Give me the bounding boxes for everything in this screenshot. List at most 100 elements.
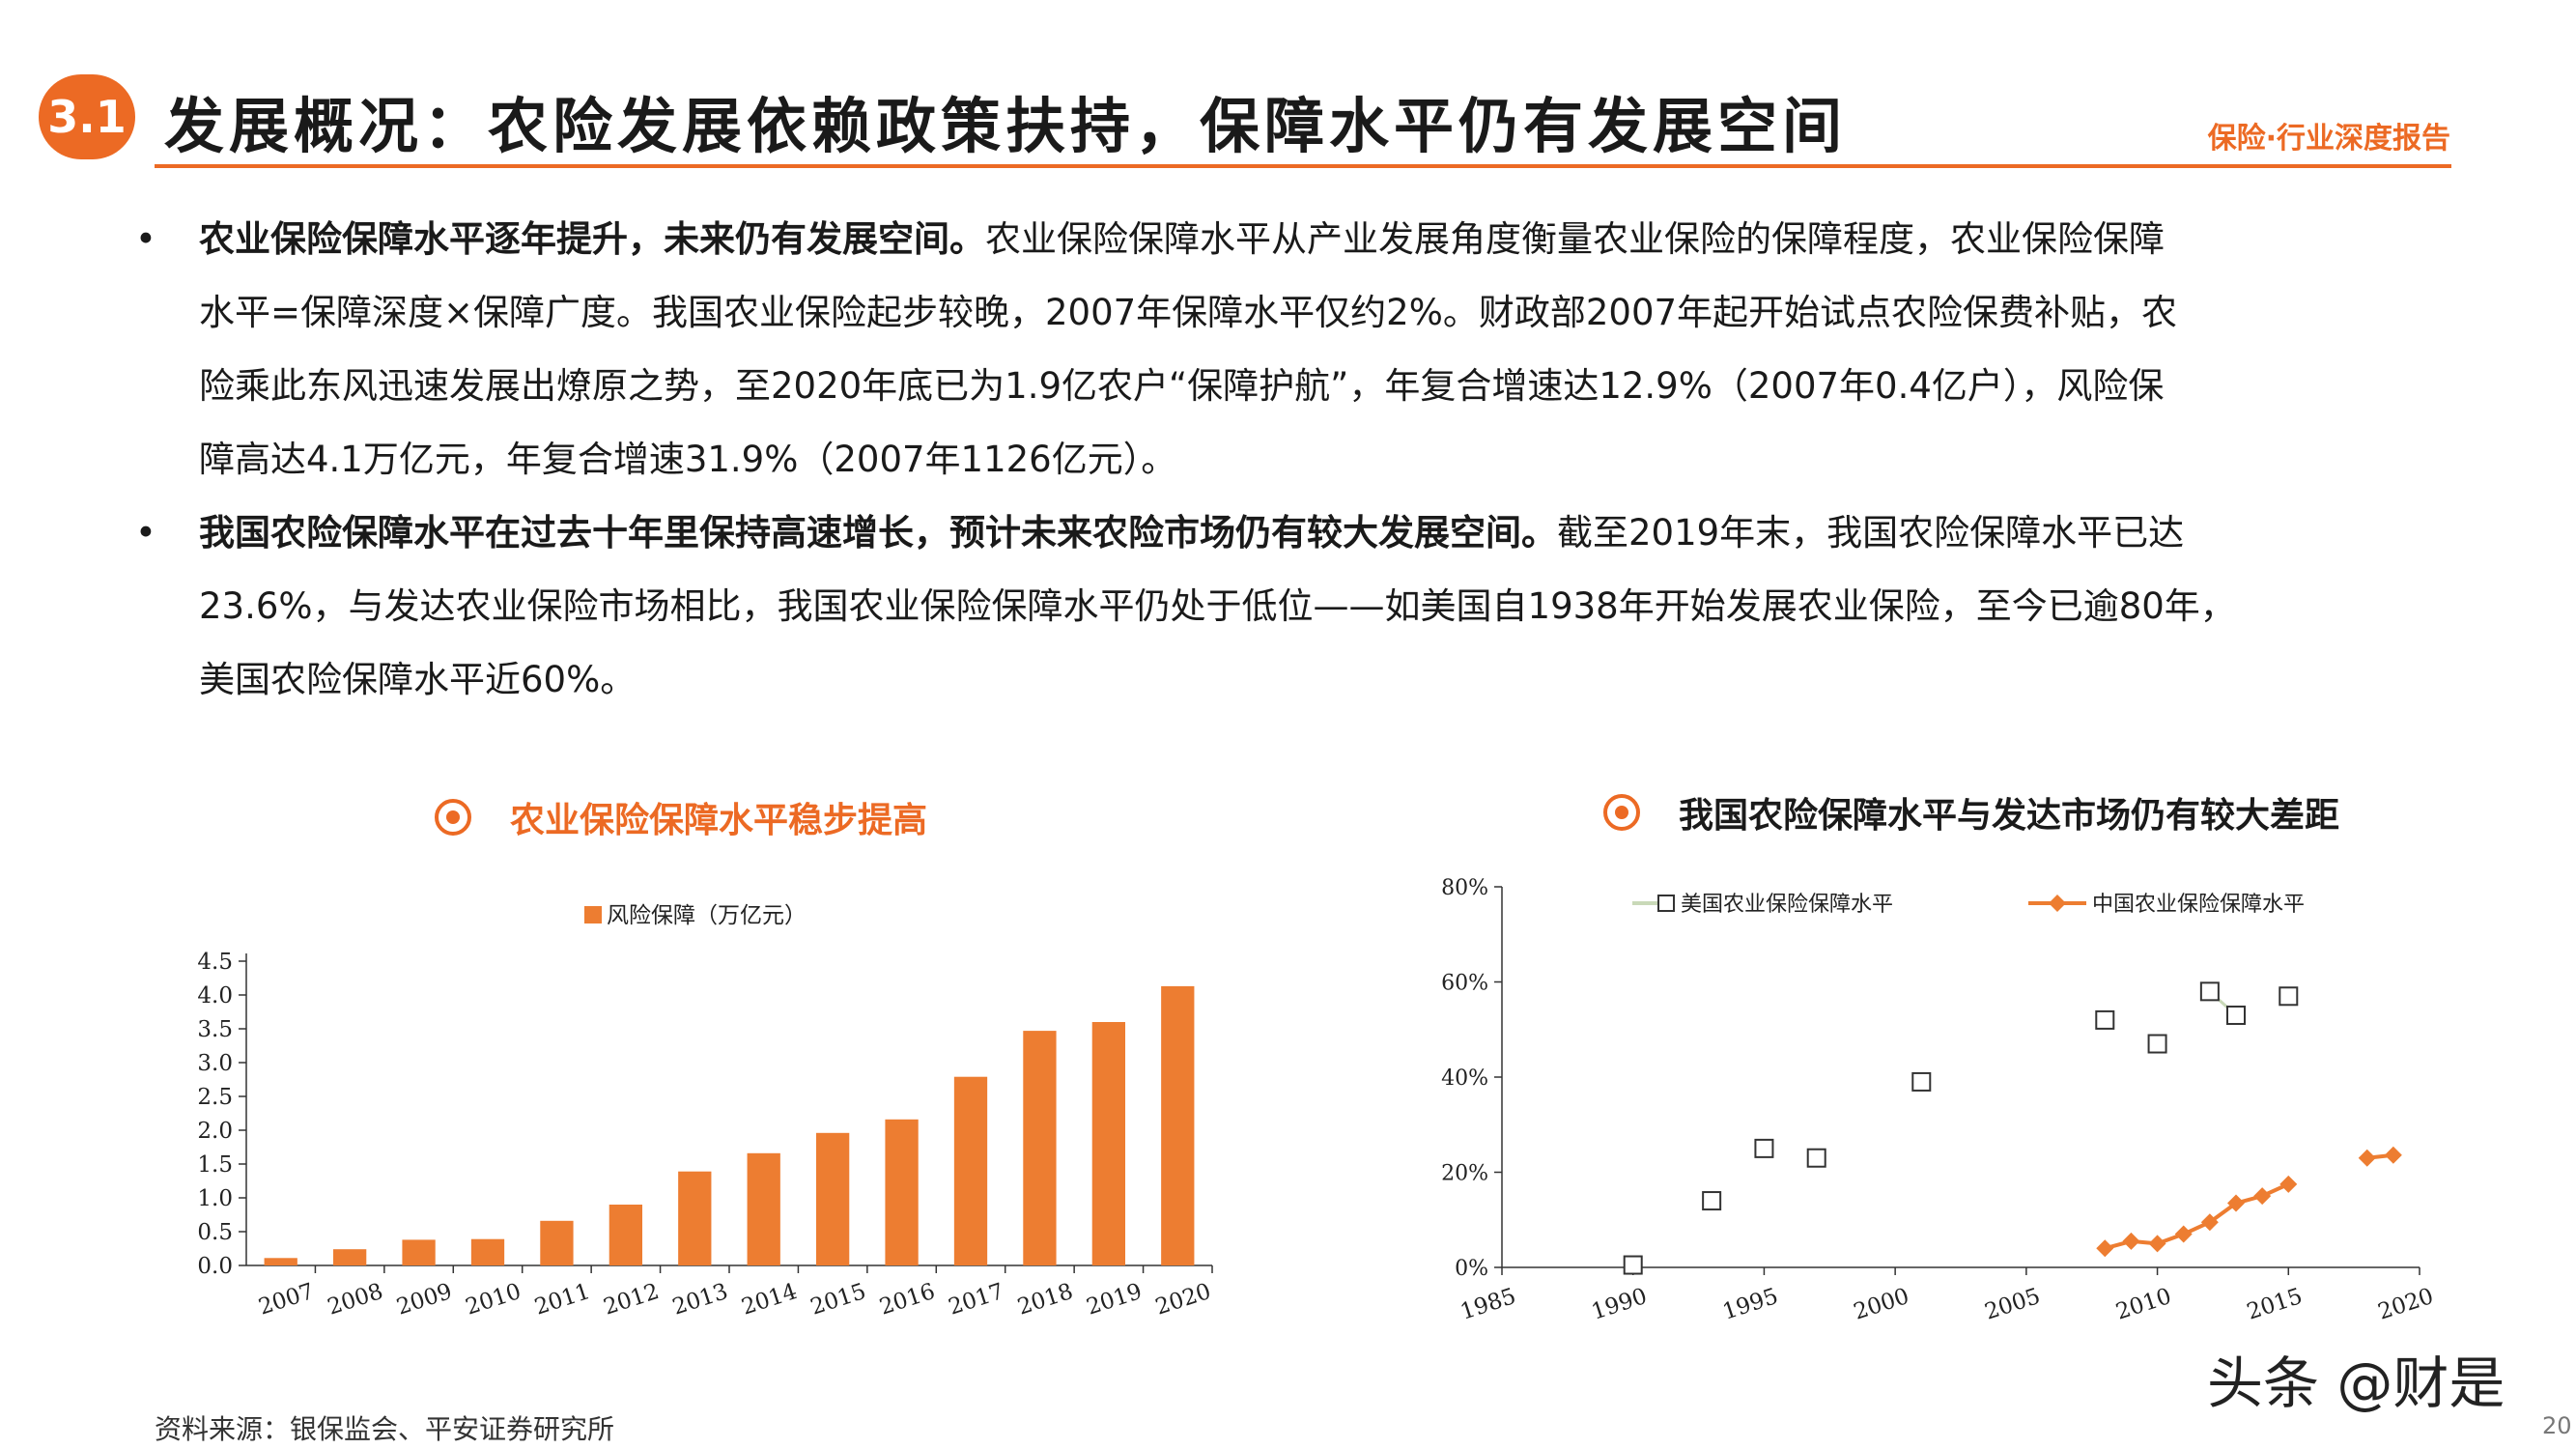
x-tick-label: 2013 [669, 1279, 731, 1321]
bullet-text: 农业保险保障水平从产业发展角度衡量农业保险的保障程度，农业保险保障 [985, 218, 2165, 260]
y-tick-label: 2.0 [197, 1119, 233, 1144]
y-tick-label: 1.0 [197, 1186, 233, 1211]
china-data-point [2148, 1235, 2166, 1253]
china-data-point [2096, 1239, 2114, 1258]
bar [470, 1238, 505, 1265]
bullet-item-2: • 我国农险保障水平在过去十年里保持高速增长，预计未来农险市场仍有较大发展空间。… [135, 497, 2453, 717]
bar [953, 1076, 988, 1265]
bar [1023, 1031, 1057, 1265]
bullet-lead: 我国农险保障水平在过去十年里保持高速增长，预计未来农险市场仍有较大发展空间。 [199, 512, 1557, 554]
bullet-dot-icon: • [135, 218, 156, 260]
report-tag: 保险·行业深度报告 [2207, 122, 2450, 156]
bullet-line: 美国农险保障水平近60%。 [199, 659, 637, 700]
x-tick-label: 2016 [877, 1279, 939, 1321]
bar [747, 1152, 780, 1265]
left-chart-title-text: 农业保险保障水平稳步提高 [510, 801, 928, 840]
bullet-dot-icon: • [135, 512, 156, 554]
x-tick-label: 1985 [1458, 1284, 1519, 1325]
bar [264, 1258, 297, 1265]
bullet-line: 23.6%，与发达农业保险市场相比，我国农业保险保障水平仍处于低位——如美国自1… [199, 585, 2236, 627]
y-tick-label: 4.5 [197, 950, 233, 975]
x-tick-label: 2000 [1851, 1284, 1912, 1325]
coverage-comparison-scatter-chart: 0% 20% 40% 60% 80% 1985 1990 1995 2000 2005 2010 20… [1441, 876, 2437, 1325]
x-tick-label: 2005 [1982, 1284, 2044, 1325]
y-tick-label: 2.5 [197, 1085, 233, 1110]
us-data-point [1911, 1071, 1932, 1092]
bar [678, 1171, 712, 1265]
x-tick-label: 2019 [1084, 1279, 1146, 1321]
bar [609, 1205, 642, 1265]
y-tick-label: 40% [1441, 1066, 1488, 1091]
x-tick-label: 2010 [2113, 1284, 2175, 1325]
bullet-line: 我国农险保障水平在过去十年里保持高速增长，预计未来农险市场仍有较大发展空间。截至… [199, 497, 2453, 570]
china-data-point [2200, 1213, 2219, 1232]
y-tick-label: 4.0 [197, 983, 233, 1009]
us-data-point [2199, 981, 2220, 1002]
china-data-point [2122, 1232, 2140, 1250]
us-data-point [2147, 1034, 2167, 1054]
x-tick-label: 2015 [807, 1279, 869, 1321]
us-data-point [2279, 986, 2299, 1007]
section-number-badge: 3.1 [39, 74, 135, 159]
page-title: 发展概况：农险发展依赖政策扶持，保障水平仍有发展空间 [164, 91, 1848, 161]
china-data-point [2174, 1225, 2193, 1243]
bullet-lead: 农业保险保障水平逐年提升，未来仍有发展空间。 [199, 218, 985, 260]
x-tick-label: 2018 [1014, 1279, 1076, 1321]
us-data-point [1623, 1255, 1643, 1275]
x-tick-label: 1990 [1589, 1284, 1651, 1325]
bullet-line: 障高达4.1万亿元，年复合增速31.9%（2007年1126亿元）。 [199, 439, 1177, 480]
legend-diamond-marker [2049, 895, 2066, 912]
left-chart-title: 农业保险保障水平稳步提高 [435, 792, 927, 842]
bullet-line: 险乘此东风迅速发展出燎原之势，至2020年底已为1.9亿农户“保障护航”，年复合… [199, 365, 2165, 407]
us-data-point [1754, 1138, 1774, 1158]
y-tick-label: 80% [1441, 876, 1488, 900]
us-data-point [1806, 1148, 1826, 1168]
china-data-point [2384, 1146, 2402, 1164]
y-tick-label: 60% [1441, 972, 1488, 996]
x-tick-label: 2010 [463, 1279, 524, 1321]
x-tick-label: 2012 [601, 1279, 663, 1321]
legend-label: 风险保障（万亿元） [607, 903, 807, 928]
y-tick-label: 3.0 [197, 1051, 233, 1076]
us-data-point [2095, 1009, 2115, 1030]
bar [402, 1239, 436, 1265]
x-tick-label: 2011 [531, 1279, 593, 1321]
bullet-item-1: • 农业保险保障水平逐年提升，未来仍有发展空间。农业保险保障水平从产业发展角度衡… [135, 203, 2453, 497]
us-data-point [2226, 1005, 2246, 1025]
title-divider [155, 164, 2451, 168]
coverage-bar-chart: 风险保障（万亿元） 0.0 0.5 1.0 1.5 2.0 2.5 3.0 3.5 4.0 4.5 2… [197, 903, 1214, 1321]
page-number: 20 [2542, 1412, 2572, 1439]
china-data-point [2279, 1175, 2298, 1193]
y-tick-label: 0.0 [197, 1254, 233, 1279]
china-data-point [2253, 1187, 2272, 1206]
bar [540, 1220, 574, 1265]
x-tick-label: 2017 [946, 1279, 1007, 1321]
us-data-point [1702, 1191, 1722, 1211]
y-tick-label: 3.5 [197, 1017, 233, 1042]
bar [1161, 985, 1195, 1265]
right-chart-title: 我国农险保障水平与发达市场仍有较大差距 [1603, 787, 2339, 838]
bar [333, 1249, 367, 1265]
china-data-point [2358, 1149, 2376, 1167]
legend-square-marker [1657, 895, 1675, 912]
bullet-line: 水平=保障深度×保障广度。我国农业保险起步较晚，2007年保障水平仅约2%。财政… [199, 292, 2178, 333]
x-tick-label: 2020 [1152, 1279, 1214, 1321]
x-tick-label: 2008 [325, 1279, 386, 1321]
x-tick-label: 2015 [2244, 1284, 2306, 1325]
x-tick-label: 2007 [256, 1279, 318, 1321]
y-tick-label: 20% [1441, 1162, 1488, 1186]
bullet-list: • 农业保险保障水平逐年提升，未来仍有发展空间。农业保险保障水平从产业发展角度衡… [135, 203, 2453, 717]
bullet-line: 农业保险保障水平逐年提升，未来仍有发展空间。农业保险保障水平从产业发展角度衡量农… [199, 203, 2453, 276]
y-tick-label: 0% [1455, 1257, 1488, 1281]
x-tick-label: 1995 [1719, 1284, 1781, 1325]
legend-label: 中国农业保险保障水平 [2092, 893, 2305, 917]
legend-label: 美国农业保险保障水平 [1681, 893, 1893, 917]
target-icon [435, 799, 471, 836]
legend-swatch [584, 906, 602, 923]
target-icon [1603, 794, 1640, 831]
watermark: 头条 @财是 [2207, 1350, 2505, 1416]
bullet-text: 截至2019年末，我国农险保障水平已达 [1557, 512, 2185, 554]
bar [885, 1119, 919, 1265]
y-tick-label: 1.5 [197, 1152, 233, 1178]
y-tick-label: 0.5 [197, 1220, 233, 1245]
